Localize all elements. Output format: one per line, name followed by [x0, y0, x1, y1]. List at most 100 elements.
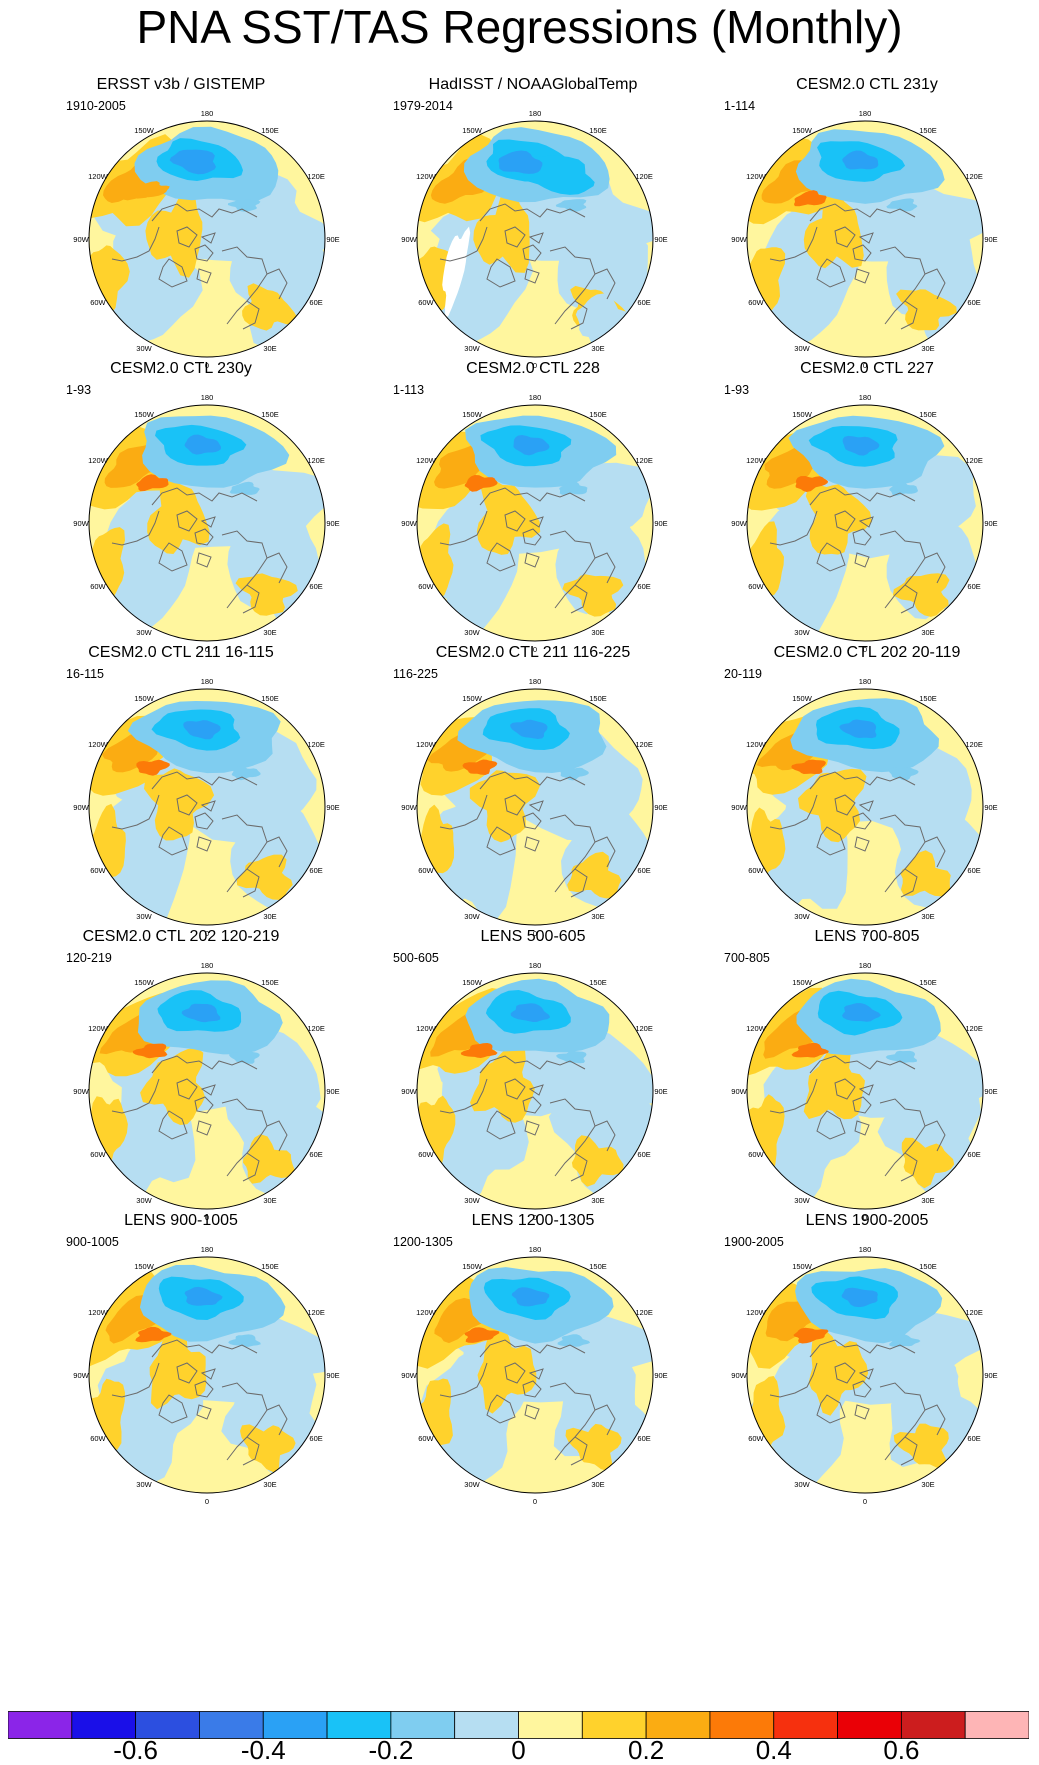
regression-contour [460, 1043, 498, 1058]
coastline [196, 1120, 212, 1136]
longitude-label: 120E [965, 1024, 983, 1033]
coastline [924, 1120, 946, 1152]
map-panel: CESM2.0 CTL 211 16-115 16-115 180 150E 120E 9… [0, 636, 346, 954]
longitude-label: 60W [90, 1150, 106, 1159]
longitude-label: 180 [529, 109, 542, 118]
longitude-label: 150W [134, 694, 155, 703]
longitude-label: 60W [748, 1150, 764, 1159]
regression-contour [886, 198, 918, 212]
longitude-label: 180 [859, 393, 872, 402]
regression-contour [140, 1047, 206, 1125]
colorbar-swatch [964, 1711, 1029, 1739]
longitude-label: 30W [794, 1196, 810, 1205]
longitude-label: 30W [464, 1196, 480, 1205]
coastline [479, 487, 586, 506]
map-panel: LENS 1900-2005 1900-2005 180 150E 120E 90E 60E… [692, 1204, 1038, 1522]
longitude-label: 60E [967, 298, 980, 307]
longitude-label: 60W [90, 1434, 106, 1443]
coastline [242, 1152, 260, 1182]
longitude-label: 90W [731, 803, 747, 812]
coastline [570, 868, 588, 898]
longitude-label: 90W [401, 235, 417, 244]
colorbar-swatch [262, 1711, 328, 1739]
regression-contour [562, 574, 624, 617]
colorbar-swatch [454, 1711, 519, 1739]
longitude-label: 60W [418, 582, 434, 591]
colorbar-swatch [645, 1711, 711, 1739]
polar-map: 180 150E 120E 90E 60E 30E 0 30W 60W 90W 120W 150W [73, 1245, 339, 1506]
map-panel: CESM2.0 CTL 202 20-119 20-119 180 150E 120E 9… [692, 636, 1038, 954]
regression-contour [557, 1334, 591, 1347]
longitude-label: 60E [637, 582, 650, 591]
coastline [858, 800, 874, 812]
regression-contour [556, 1050, 587, 1064]
longitude-label: 90E [984, 519, 997, 528]
longitude-label: 180 [529, 677, 542, 686]
polar-map: 180 150E 120E 90E 60E 30E 0 30W 60W 90W 120W 150W [401, 961, 667, 1222]
longitude-label: 150E [261, 978, 279, 987]
coastline [816, 826, 846, 856]
longitude-label: 0 [533, 1497, 537, 1506]
longitude-label: 30W [136, 1196, 152, 1205]
map-panel: CESM2.0 CTL 231y 1-114 180 150E 120E 90E 60E 30… [692, 68, 1038, 386]
regression-contour [229, 1050, 260, 1064]
coastline [769, 794, 818, 830]
regression-contour [842, 1003, 881, 1022]
longitude-label: 120E [965, 1308, 983, 1317]
coastline [816, 1394, 846, 1424]
map-panel: LENS 700-805 700-805 180 150E 120E 90E 60E 30E 0… [692, 920, 1038, 1238]
longitude-label: 0 [863, 1213, 867, 1222]
longitude-label: 150E [589, 694, 607, 703]
coastline [158, 1110, 188, 1140]
colorbar-swatch [390, 1711, 456, 1739]
longitude-label: 30E [263, 912, 276, 921]
longitude-label: 150E [919, 1262, 937, 1271]
longitude-label: 30E [591, 344, 604, 353]
regression-contour [791, 759, 826, 774]
regression-contour [123, 181, 170, 201]
coastline [176, 1078, 198, 1100]
map-panel: CESM2.0 CTL 211 116-225 116-225 180 150E 120… [346, 636, 692, 954]
coastline [111, 1078, 160, 1114]
longitude-label: 60W [748, 866, 764, 875]
coastline [504, 226, 526, 248]
coastline [242, 584, 260, 614]
coastline [594, 836, 616, 868]
coastline [834, 794, 856, 816]
coastline [439, 1362, 488, 1398]
longitude-label: 90E [984, 1371, 997, 1380]
panel-title: LENS 1200-1305 [471, 1212, 595, 1229]
longitude-label: 150W [134, 410, 155, 419]
coastline [528, 1084, 544, 1096]
polar-map: 180 150E 120E 90E 60E 30E 0 30W 60W 90W 120W 150W [73, 677, 339, 938]
longitude-label: 30E [921, 628, 934, 637]
regression-contour [136, 759, 170, 776]
regression-contour [889, 481, 918, 496]
coastline [522, 812, 542, 830]
regression-contour [135, 1326, 172, 1343]
map-panel: HadISST / NOAAGlobalTemp 1979-2014 180 150E… [346, 68, 692, 386]
coastline [528, 516, 544, 528]
panel-period: 500-605 [393, 951, 439, 965]
regression-contour [510, 1003, 551, 1022]
coastline [266, 1120, 288, 1152]
longitude-label: 150E [589, 410, 607, 419]
colorbar-tick-label: -0.6 [113, 1735, 158, 1765]
longitude-label: 150W [792, 978, 813, 987]
panel-title: LENS 500-605 [480, 928, 586, 945]
longitude-label: 180 [201, 961, 214, 970]
panel-period: 1979-2014 [393, 99, 453, 113]
coastline [769, 510, 818, 546]
coastline [242, 868, 260, 898]
longitude-label: 60E [637, 298, 650, 307]
coastline [524, 836, 540, 852]
longitude-label: 180 [859, 961, 872, 970]
longitude-label: 120W [746, 172, 767, 181]
longitude-label: 150W [792, 1262, 813, 1271]
regression-contour [498, 150, 543, 174]
coastline [158, 826, 188, 856]
longitude-label: 0 [533, 645, 537, 654]
longitude-label: 150W [462, 978, 483, 987]
panel-title: CESM2.0 CTL 230y [110, 360, 252, 377]
longitude-label: 60W [90, 298, 106, 307]
